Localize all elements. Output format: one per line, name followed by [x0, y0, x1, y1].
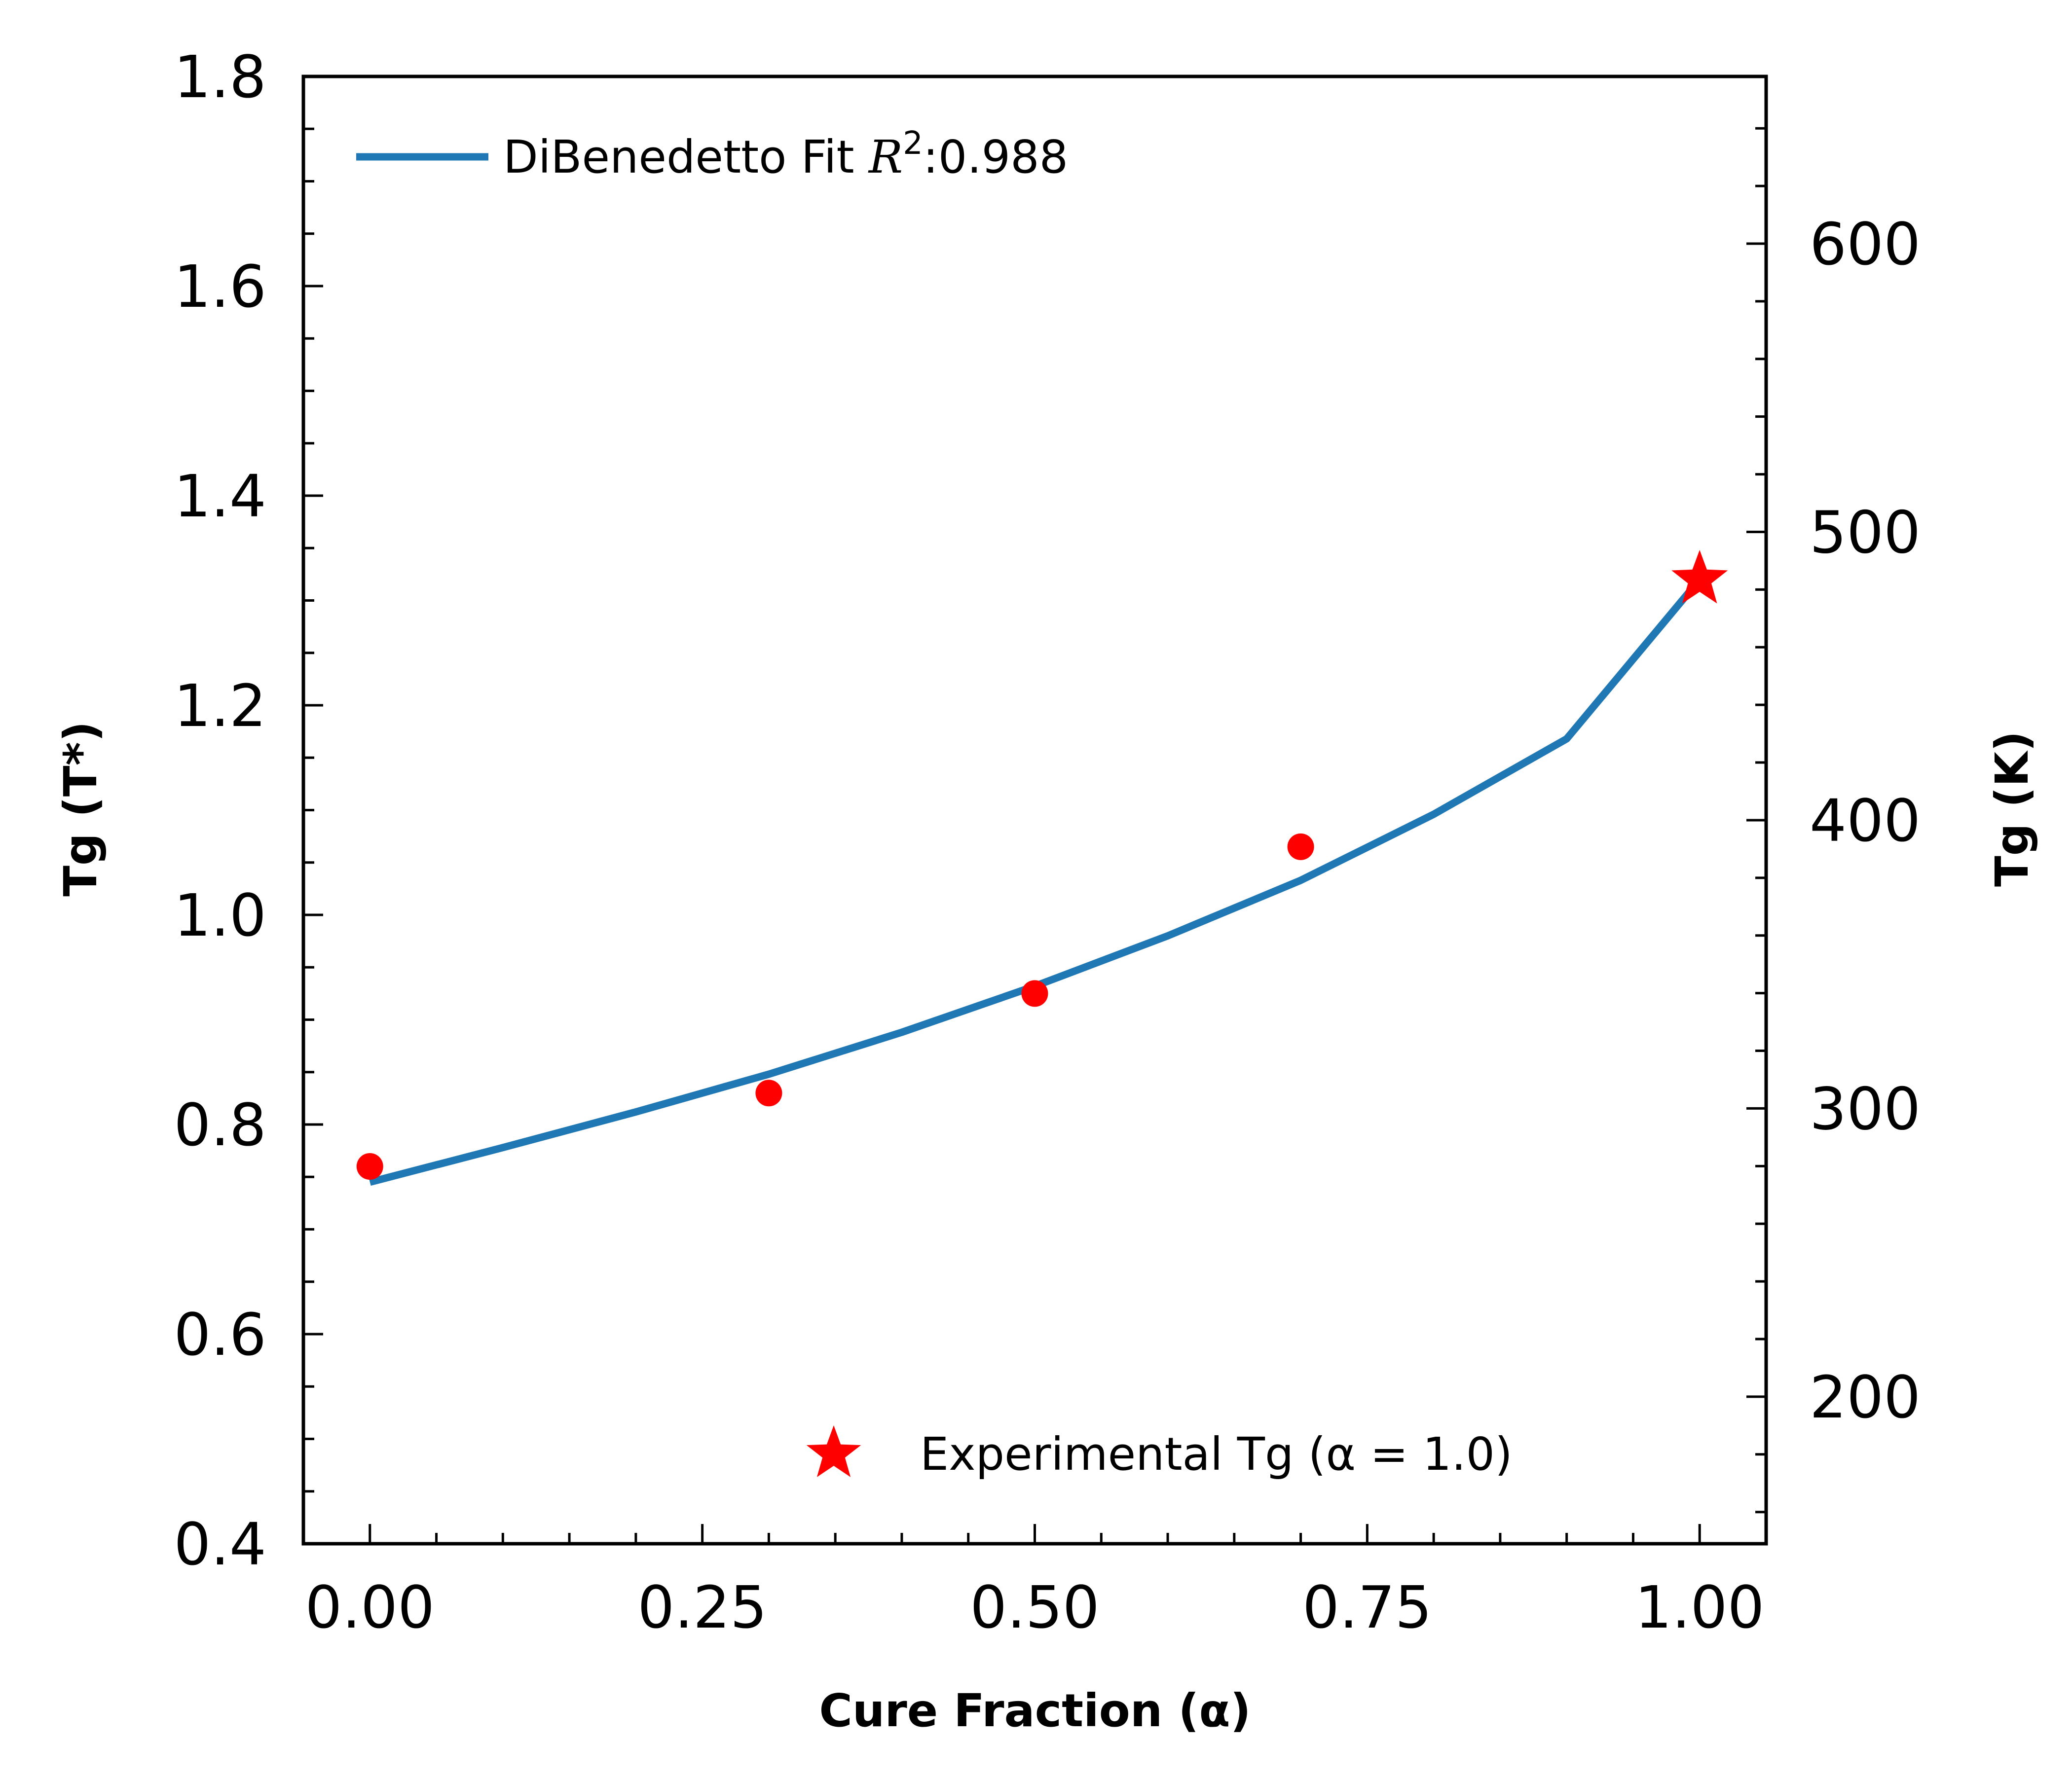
data-point: [1287, 833, 1314, 860]
y-tick-label: 1.8: [174, 43, 266, 111]
x-tick-label: 0.00: [305, 1573, 435, 1641]
y2-tick-label: 400: [1810, 787, 1921, 855]
y-tick-label: 1.4: [174, 462, 266, 530]
y2-tick-label: 500: [1810, 498, 1921, 566]
y-tick-label: 1.0: [174, 881, 266, 949]
legend-fit-label: DiBenedetto Fit R2:0.988: [503, 125, 1068, 183]
legend-experimental-label: Experimental Tg (α = 1.0): [920, 1428, 1513, 1481]
labels-layer: 0.00 0.25 0.50 0.75 1.00 0.4 0.6 0.8 1.0 1.2 1.4 1.…: [174, 43, 1921, 1641]
x-tick-label: 0.25: [637, 1573, 767, 1641]
data-point: [1021, 980, 1048, 1007]
experimental-star: [1671, 550, 1728, 604]
y-tick-label: 0.8: [174, 1091, 266, 1159]
y2-tick-label: 200: [1810, 1363, 1921, 1431]
data-point: [356, 1153, 383, 1180]
y-tick-label: 1.6: [174, 253, 266, 321]
plot-frame: [301, 74, 1768, 1546]
x-tick-label: 0.75: [1302, 1573, 1432, 1641]
y-tick-label: 0.6: [174, 1301, 266, 1369]
y2-tick-label: 600: [1810, 210, 1921, 278]
x-tick-label: 1.00: [1635, 1573, 1765, 1641]
x-axis-title: Cure Fraction (α): [819, 1684, 1251, 1737]
y2-axis-title: Tg (K): [1986, 731, 2038, 887]
data-point: [755, 1080, 782, 1107]
series-layer: [356, 550, 1728, 1186]
y-tick-label: 0.4: [174, 1510, 266, 1578]
fit-line: [369, 577, 1702, 1186]
legend-star-swatch: [806, 1425, 861, 1477]
y2-tick-label: 300: [1810, 1075, 1921, 1143]
y-axis-title: Tg (T*): [54, 721, 107, 897]
ticks-layer: [303, 75, 1766, 1545]
x-tick-label: 0.50: [970, 1573, 1100, 1641]
y-tick-label: 1.2: [174, 672, 266, 740]
legend-layer: DiBenedetto Fit R2:0.988 Experimental Tg …: [356, 125, 1513, 1481]
